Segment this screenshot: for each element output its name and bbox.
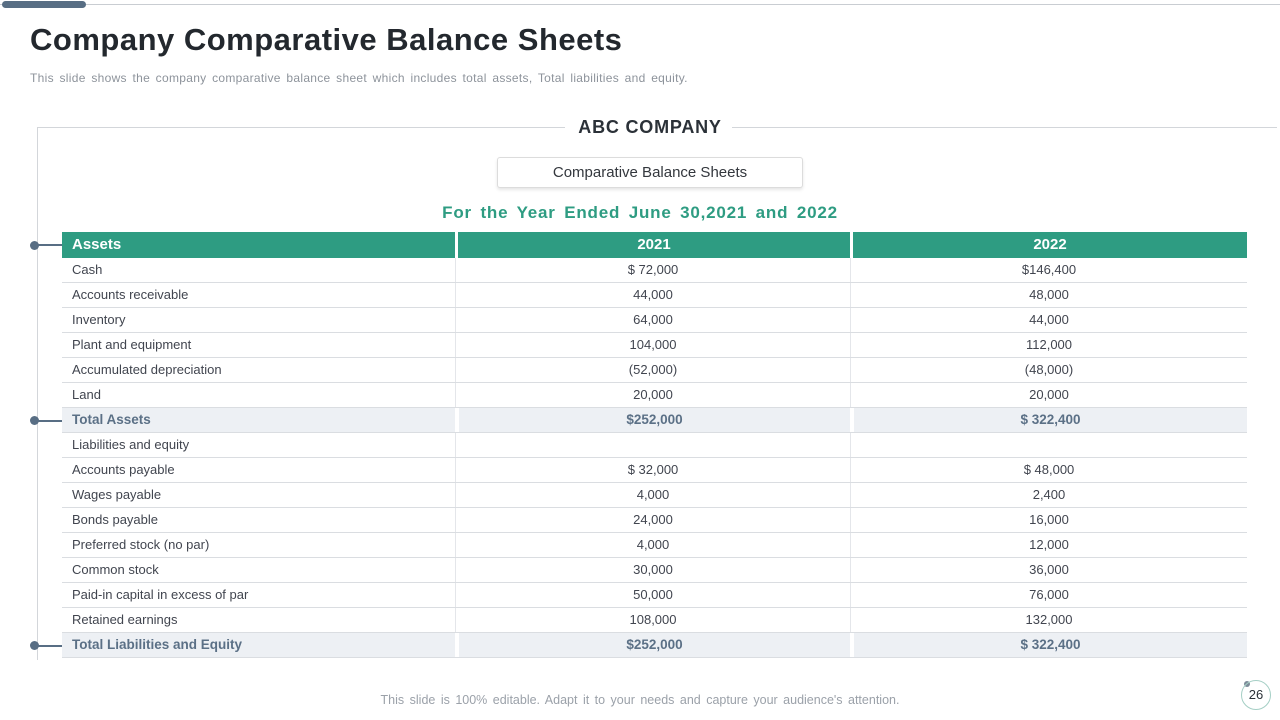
page-number-badge: 26 (1241, 680, 1271, 710)
row-label: Common stock (72, 562, 159, 577)
value-2022: 132,000 (850, 608, 1247, 632)
value-2021: 104,000 (455, 333, 850, 357)
value-2022: 112,000 (850, 333, 1247, 357)
value-2021: 24,000 (455, 508, 850, 532)
table-row: Total Liabilities and Equity $252,000 $ 32… (62, 633, 1247, 658)
table-body: Cash $ 72,000 $146,400 Accounts receivable 4… (62, 258, 1247, 658)
value-2022: (48,000) (850, 358, 1247, 382)
value-2021 (455, 433, 850, 457)
table-row: Cash $ 72,000 $146,400 (62, 258, 1247, 283)
table-row: Common stock 30,000 36,000 (62, 558, 1247, 583)
value-2022: 48,000 (850, 283, 1247, 307)
balance-sheet-table: Assets 2021 2022 Cash $ 72,000 $146,400 Acc… (30, 232, 1247, 658)
table-row: Total Assets $252,000 $ 322,400 (62, 408, 1247, 433)
value-2022: 76,000 (850, 583, 1247, 607)
footer-note: This slide is 100% editable. Adapt it to… (380, 693, 900, 707)
top-divider-line (0, 4, 1280, 5)
table-row: Land 20,000 20,000 (62, 383, 1247, 408)
value-2022: $ 322,400 (850, 633, 1247, 657)
page-subtitle: This slide shows the company comparative… (30, 71, 688, 85)
company-header-line-right (732, 127, 1277, 128)
company-header-line-left (37, 127, 565, 128)
table-row: Accumulated depreciation (52,000) (48,000) (62, 358, 1247, 383)
row-label: Retained earnings (72, 612, 178, 627)
value-2021: $ 72,000 (455, 258, 850, 282)
value-2021: 50,000 (455, 583, 850, 607)
row-label: Accumulated depreciation (72, 362, 222, 377)
value-2021: 108,000 (455, 608, 850, 632)
value-2022: 16,000 (850, 508, 1247, 532)
row-label: Inventory (72, 312, 126, 327)
table-row: Paid-in capital in excess of par 50,000 76… (62, 583, 1247, 608)
value-2022: 12,000 (850, 533, 1247, 557)
company-name: ABC COMPANY (578, 117, 722, 137)
table-row: Wages payable 4,000 2,400 (62, 483, 1247, 508)
table-header-row: Assets 2021 2022 (62, 232, 1247, 258)
table-row: Accounts receivable 44,000 48,000 (62, 283, 1247, 308)
row-label: Land (72, 387, 101, 402)
table-row: Accounts payable $ 32,000 $ 48,000 (62, 458, 1247, 483)
table-row: Bonds payable 24,000 16,000 (62, 508, 1247, 533)
header-2021: 2021 (455, 232, 850, 258)
header-assets: Assets (62, 232, 455, 258)
value-2021: 20,000 (455, 383, 850, 407)
value-2022: $ 48,000 (850, 458, 1247, 482)
value-2021: $252,000 (455, 408, 850, 432)
row-label: Liabilities and equity (72, 437, 190, 452)
table-row: Plant and equipment 104,000 112,000 (62, 333, 1247, 358)
period-title: For the Year Ended June 30,2021 and 2022 (442, 203, 838, 222)
row-label: Accounts receivable (72, 287, 189, 302)
row-label: Paid-in capital in excess of par (72, 587, 249, 602)
page-title: Company Comparative Balance Sheets (30, 22, 623, 57)
row-connector-bullet (30, 240, 62, 250)
row-label: Total Liabilities and Equity (72, 637, 243, 652)
report-title-box: Comparative Balance Sheets (497, 157, 803, 188)
row-label: Cash (72, 262, 103, 277)
value-2021: $ 32,000 (455, 458, 850, 482)
value-2022 (850, 433, 1247, 457)
table-row: Liabilities and equity (62, 433, 1247, 458)
row-label: Bonds payable (72, 512, 159, 527)
value-2022: 44,000 (850, 308, 1247, 332)
row-label: Accounts payable (72, 462, 175, 477)
value-2021: $252,000 (455, 633, 850, 657)
value-2022: 20,000 (850, 383, 1247, 407)
table-row: Retained earnings 108,000 132,000 (62, 608, 1247, 633)
row-connector-bullet (30, 416, 62, 425)
header-2022: 2022 (850, 232, 1247, 258)
value-2022: $ 322,400 (850, 408, 1247, 432)
content-bracket-line (37, 127, 38, 660)
row-label: Wages payable (72, 487, 162, 502)
value-2022: 36,000 (850, 558, 1247, 582)
value-2021: 30,000 (455, 558, 850, 582)
table-row: Preferred stock (no par) 4,000 12,000 (62, 533, 1247, 558)
row-label: Total Assets (72, 412, 151, 427)
value-2021: 4,000 (455, 483, 850, 507)
top-accent-bar (2, 1, 86, 8)
value-2021: 44,000 (455, 283, 850, 307)
value-2022: 2,400 (850, 483, 1247, 507)
value-2021: (52,000) (455, 358, 850, 382)
value-2021: 64,000 (455, 308, 850, 332)
table-row: Inventory 64,000 44,000 (62, 308, 1247, 333)
row-label: Plant and equipment (72, 337, 192, 352)
row-connector-bullet (30, 641, 62, 650)
value-2022: $146,400 (850, 258, 1247, 282)
row-label: Preferred stock (no par) (72, 537, 210, 552)
value-2021: 4,000 (455, 533, 850, 557)
